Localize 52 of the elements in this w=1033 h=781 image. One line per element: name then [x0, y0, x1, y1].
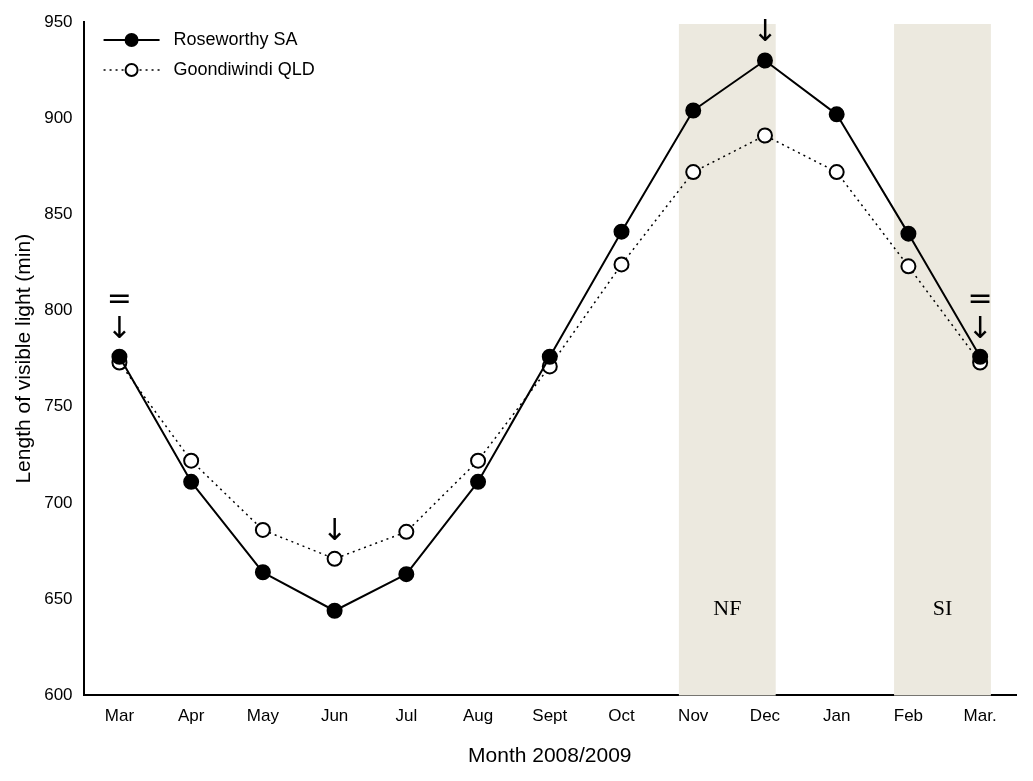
- point: [900, 225, 917, 242]
- point: [613, 223, 630, 240]
- y-axis-title: Length of visible light (min): [11, 233, 35, 484]
- point: [756, 127, 773, 144]
- point: [183, 473, 200, 490]
- point: [900, 258, 917, 275]
- annotation: ↓: [752, 13, 778, 49]
- y-tick-label: 800: [44, 300, 73, 320]
- point: [326, 550, 343, 567]
- x-tick-label: Jan: [822, 706, 851, 726]
- point: [685, 102, 702, 119]
- x-tick-label: Mar.: [963, 706, 997, 726]
- point: [470, 473, 487, 490]
- point: [828, 106, 845, 123]
- y-tick-label: 850: [44, 204, 73, 224]
- point: [326, 602, 343, 619]
- x-axis-title: Month 2008/2009: [468, 743, 632, 767]
- point: [183, 452, 200, 469]
- x-tick-label: Aug: [462, 706, 494, 726]
- band-label: SI: [932, 595, 953, 621]
- point: [254, 521, 271, 538]
- annotation: ↓: [322, 511, 348, 547]
- x-tick-label: Mar: [104, 706, 135, 726]
- point: [470, 452, 487, 469]
- point: [756, 52, 773, 69]
- x-tick-label: Jul: [395, 706, 418, 726]
- point: [111, 348, 128, 365]
- y-tick-label: 950: [44, 11, 73, 31]
- point: [828, 164, 845, 181]
- x-tick-label: Dec: [749, 706, 781, 726]
- point: [972, 348, 989, 365]
- point: [254, 564, 271, 581]
- x-tick-label: Oct: [608, 706, 635, 726]
- legend-label: Roseworthy SA: [173, 28, 298, 49]
- band-label: NF: [713, 595, 742, 621]
- y-tick-label: 750: [44, 396, 73, 416]
- y-tick-label: 600: [44, 685, 73, 705]
- point: [398, 566, 415, 583]
- x-tick-label: Feb: [893, 706, 924, 726]
- point: [613, 256, 630, 273]
- legend-label: Goondiwindi QLD: [173, 58, 315, 79]
- y-tick-label: 900: [44, 107, 73, 127]
- x-tick-label: Apr: [177, 706, 205, 726]
- x-tick-label: Sept: [532, 706, 568, 726]
- point: [685, 164, 702, 181]
- point: [398, 523, 415, 540]
- x-tick-label: Nov: [678, 706, 709, 726]
- y-tick-label: 650: [44, 588, 73, 608]
- y-tick-label: 700: [44, 492, 73, 512]
- point: [541, 348, 558, 365]
- x-tick-label: May: [246, 706, 280, 726]
- x-tick-label: Jun: [320, 706, 349, 726]
